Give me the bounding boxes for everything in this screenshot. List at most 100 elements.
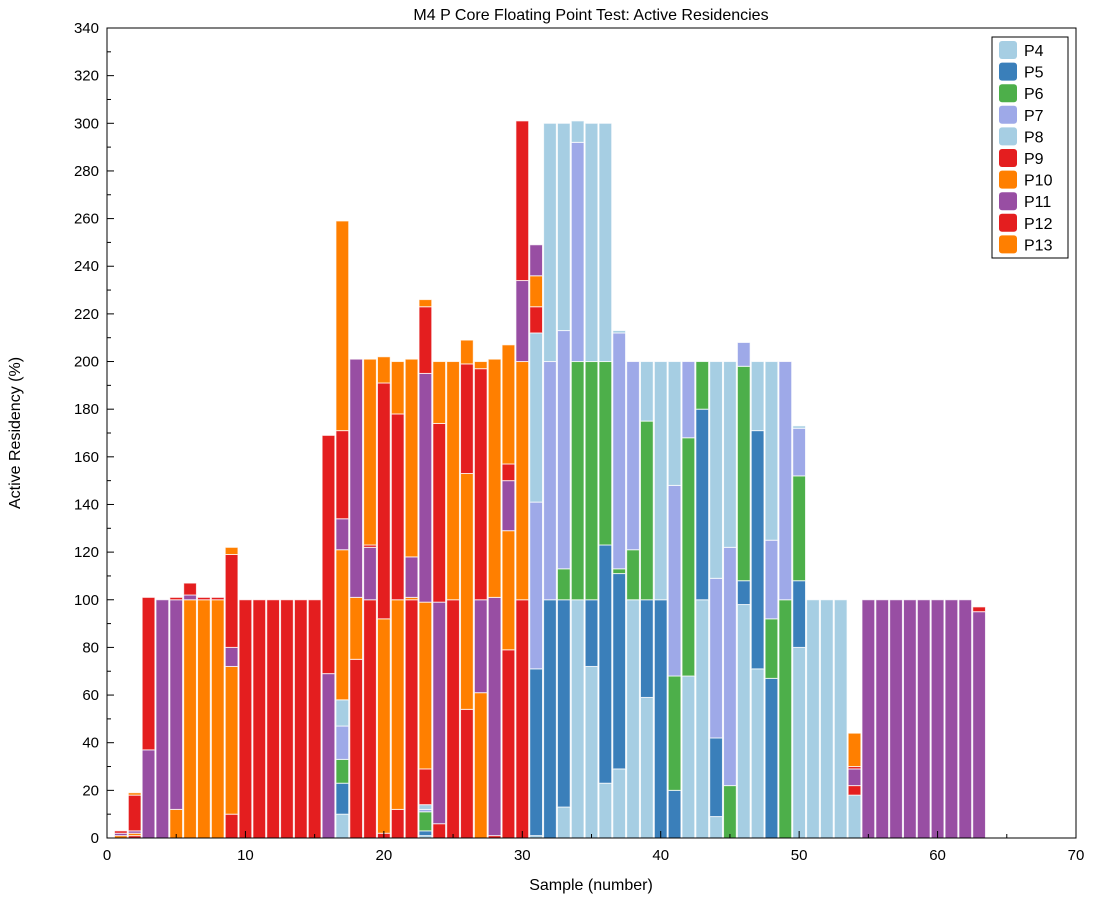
bar-segment-p13 bbox=[404, 358, 419, 558]
bar-segment-p11 bbox=[529, 244, 543, 277]
bar-segment-p4 bbox=[695, 599, 710, 839]
bar-segment-p11 bbox=[363, 546, 377, 601]
bar-stack-37 bbox=[612, 330, 627, 839]
bar-stack-4 bbox=[155, 599, 170, 839]
chart-title: M4 P Core Floating Point Test: Active Re… bbox=[413, 7, 768, 24]
bar-segment-p13 bbox=[376, 356, 391, 384]
bar-stack-8 bbox=[210, 596, 225, 839]
bar-segment-p12 bbox=[501, 463, 516, 482]
bar-segment-p5 bbox=[792, 580, 807, 648]
bar-segment-p8 bbox=[543, 122, 557, 363]
bar-stack-2 bbox=[127, 792, 142, 839]
bars-group bbox=[113, 120, 986, 839]
y-tick-label: 200 bbox=[74, 354, 99, 371]
bar-segment-p5 bbox=[750, 430, 765, 670]
bar-segment-p11 bbox=[875, 599, 890, 839]
bar-segment-p7 bbox=[556, 330, 571, 570]
bar-segment-p5 bbox=[556, 599, 571, 808]
bar-stack-60 bbox=[930, 599, 945, 839]
x-tick-label: 20 bbox=[376, 847, 393, 864]
bar-segment-p9 bbox=[363, 599, 377, 839]
bar-segment-p4 bbox=[709, 816, 723, 839]
bar-segment-p4 bbox=[556, 806, 571, 839]
bar-stack-27 bbox=[473, 361, 488, 839]
bar-stack-54 bbox=[847, 732, 862, 839]
bar-stack-43 bbox=[695, 361, 710, 839]
bar-segment-p13 bbox=[460, 339, 474, 365]
bar-segment-p13 bbox=[127, 792, 142, 796]
bar-stack-23 bbox=[418, 299, 433, 839]
bar-segment-p8 bbox=[667, 361, 682, 486]
bar-segment-p9 bbox=[432, 823, 447, 839]
bar-stack-19 bbox=[363, 358, 377, 839]
bar-stack-42 bbox=[681, 361, 696, 839]
bar-segment-p9 bbox=[293, 599, 308, 839]
bar-segment-p7 bbox=[667, 484, 682, 677]
bar-segment-p13 bbox=[390, 361, 405, 415]
axes-group: 0204060801001201401601802002202402602803… bbox=[74, 20, 1084, 864]
bar-stack-51 bbox=[806, 599, 820, 839]
bar-stack-12 bbox=[266, 599, 280, 839]
bar-segment-p6 bbox=[764, 618, 779, 679]
legend-swatch-p13 bbox=[999, 235, 1017, 254]
legend-swatch-p8 bbox=[999, 127, 1017, 146]
bar-segment-p12 bbox=[169, 596, 184, 601]
bar-segment-p4 bbox=[750, 668, 765, 839]
y-tick-label: 340 bbox=[74, 20, 99, 37]
legend-swatch-p12 bbox=[999, 213, 1017, 232]
legend-label-p10: P10 bbox=[1024, 173, 1053, 190]
y-tick-label: 260 bbox=[74, 211, 99, 228]
bar-segment-p11 bbox=[321, 673, 336, 839]
bar-segment-p10 bbox=[169, 808, 184, 839]
bar-segment-p11 bbox=[349, 358, 364, 598]
y-tick-label: 160 bbox=[74, 449, 99, 466]
bar-stack-6 bbox=[183, 582, 197, 839]
bar-stack-25 bbox=[446, 361, 460, 839]
legend: P4 P5 P6 P7 P8 P9 P10 P11 P12 P13 bbox=[991, 36, 1069, 259]
bar-segment-p9 bbox=[390, 808, 405, 839]
bar-segment-p4 bbox=[819, 599, 834, 839]
bar-segment-p8 bbox=[653, 361, 668, 601]
bar-segment-p12 bbox=[197, 596, 211, 601]
bar-segment-p13 bbox=[335, 220, 350, 432]
bar-segment-p6 bbox=[598, 361, 613, 546]
bar-stack-1 bbox=[113, 830, 128, 839]
bar-segment-p13 bbox=[501, 344, 516, 465]
bar-stack-28 bbox=[487, 358, 502, 839]
bar-segment-p10 bbox=[224, 665, 239, 815]
bar-segment-p11 bbox=[861, 599, 876, 839]
bar-stack-44 bbox=[709, 361, 723, 839]
bar-stack-48 bbox=[764, 361, 779, 839]
bar-segment-p6 bbox=[736, 365, 751, 582]
bar-segment-p7 bbox=[543, 361, 557, 601]
y-tick-label: 320 bbox=[74, 68, 99, 85]
legend-swatch-p7 bbox=[999, 105, 1017, 124]
bar-stack-63 bbox=[972, 606, 986, 839]
bar-segment-p7 bbox=[612, 332, 627, 570]
legend-label-p7: P7 bbox=[1024, 108, 1044, 125]
bar-segment-p5 bbox=[612, 573, 627, 770]
legend-swatch-p9 bbox=[999, 149, 1017, 167]
bar-segment-p5 bbox=[640, 599, 654, 698]
bar-segment-p10 bbox=[501, 530, 516, 651]
bar-segment-p12 bbox=[141, 596, 156, 751]
bar-segment-p8 bbox=[750, 361, 765, 432]
bar-segment-p4 bbox=[806, 599, 820, 839]
y-tick-label: 20 bbox=[82, 782, 99, 799]
bar-segment-p11 bbox=[432, 601, 447, 825]
bar-stack-30 bbox=[515, 120, 530, 839]
bar-segment-p8 bbox=[529, 332, 543, 503]
bar-segment-p9 bbox=[307, 599, 322, 839]
y-tick-label: 180 bbox=[74, 401, 99, 418]
bar-segment-p9 bbox=[529, 306, 543, 334]
bar-segment-p4 bbox=[736, 604, 751, 839]
bar-segment-p11 bbox=[487, 596, 502, 837]
bar-segment-p11 bbox=[903, 599, 917, 839]
y-tick-label: 120 bbox=[74, 544, 99, 561]
bar-segment-p10 bbox=[197, 599, 211, 839]
bar-segment-p11 bbox=[418, 372, 433, 603]
bar-segment-p12 bbox=[515, 120, 530, 282]
bar-segment-p6 bbox=[584, 361, 599, 601]
y-tick-label: 300 bbox=[74, 115, 99, 132]
bar-segment-p4 bbox=[335, 813, 350, 839]
